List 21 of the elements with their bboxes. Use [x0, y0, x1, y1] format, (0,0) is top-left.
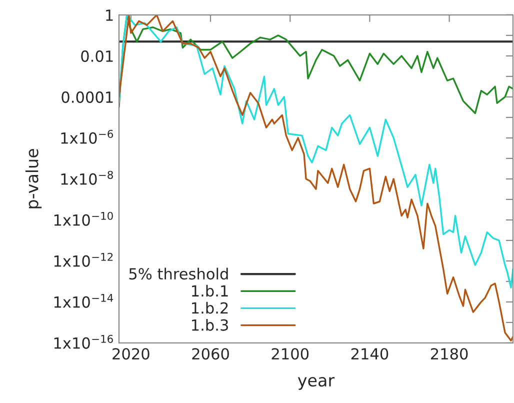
y-tick-label: 1x10$^{−6}$	[61, 130, 114, 144]
y-tick-label: 1x10$^{−12}$	[54, 252, 113, 267]
y-tick-label: 1x10$^{−10}$	[54, 212, 113, 226]
x-tick-label: 2020	[112, 348, 150, 360]
line-series	[118, 14, 513, 342]
y-tick-label: 1	[106, 10, 113, 21]
legend-label: 1.b.2	[192, 302, 228, 314]
y-tick-label: 0.01	[81, 50, 113, 62]
y-tick-label: 1x10$^{−8}$	[61, 170, 113, 185]
x-tick-label: 2140	[351, 348, 388, 360]
x-axis-title: year	[298, 377, 335, 390]
y-tick-label: 0.0001	[62, 91, 113, 103]
legend-label: 5% threshold	[129, 268, 228, 280]
y-tick-label: 1x10$^{−14}$	[54, 294, 114, 308]
legend-label: 1.b.3	[192, 319, 228, 331]
x-tick-label: 2180	[430, 348, 468, 360]
x-tick-label: 2100	[272, 348, 309, 360]
x-tick-label: 2060	[192, 348, 229, 360]
legend-label: 1.b.1	[192, 284, 228, 297]
y-axis-title: p-value	[25, 148, 42, 208]
y-tick-label: 1x10$^{−16}$	[54, 334, 113, 349]
